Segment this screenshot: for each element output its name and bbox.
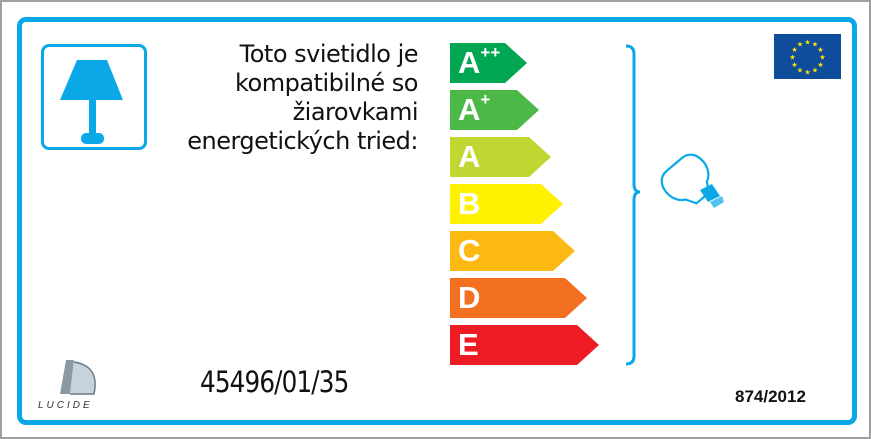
eu-star: ★ bbox=[797, 41, 803, 49]
energy-class-label: A++ bbox=[458, 42, 501, 80]
label-frame bbox=[17, 17, 857, 425]
eu-star: ★ bbox=[812, 41, 818, 49]
energy-class-label: B bbox=[458, 186, 481, 221]
eu-star: ★ bbox=[817, 61, 823, 69]
energy-class-arrow: A bbox=[450, 137, 551, 177]
energy-class-label: E bbox=[458, 327, 479, 362]
table-lamp-icon bbox=[41, 44, 147, 150]
eu-star: ★ bbox=[804, 69, 810, 77]
eu-star: ★ bbox=[797, 66, 803, 74]
energy-class-arrow: B bbox=[450, 184, 563, 224]
eu-star: ★ bbox=[791, 61, 797, 69]
energy-class-arrow: E bbox=[450, 325, 599, 365]
model-number: 45496/01/35 bbox=[200, 365, 349, 399]
energy-class-arrow: D bbox=[450, 278, 587, 318]
energy-class-label: D bbox=[458, 280, 481, 315]
energy-class-label: C bbox=[458, 233, 481, 268]
intro-text: Toto svietidlo je kompatibilné so žiarov… bbox=[187, 40, 418, 155]
eu-star: ★ bbox=[804, 39, 810, 47]
eu-star: ★ bbox=[789, 54, 795, 62]
eu-star: ★ bbox=[791, 46, 797, 54]
energy-class-arrow: C bbox=[450, 231, 575, 271]
energy-class-label: A bbox=[458, 139, 481, 174]
eu-star: ★ bbox=[812, 66, 818, 74]
energy-class-arrow: A+ bbox=[450, 90, 539, 130]
bracket bbox=[625, 44, 641, 366]
energy-class-label: A+ bbox=[458, 89, 491, 127]
regulation-number: 874/2012 bbox=[735, 387, 806, 406]
eu-star: ★ bbox=[819, 54, 825, 62]
light-bulb-icon bbox=[660, 153, 724, 208]
eu-flag-icon: ★ ★ ★ ★ ★ ★ ★ ★ ★ ★ ★ ★ bbox=[774, 34, 841, 79]
eu-star: ★ bbox=[817, 46, 823, 54]
